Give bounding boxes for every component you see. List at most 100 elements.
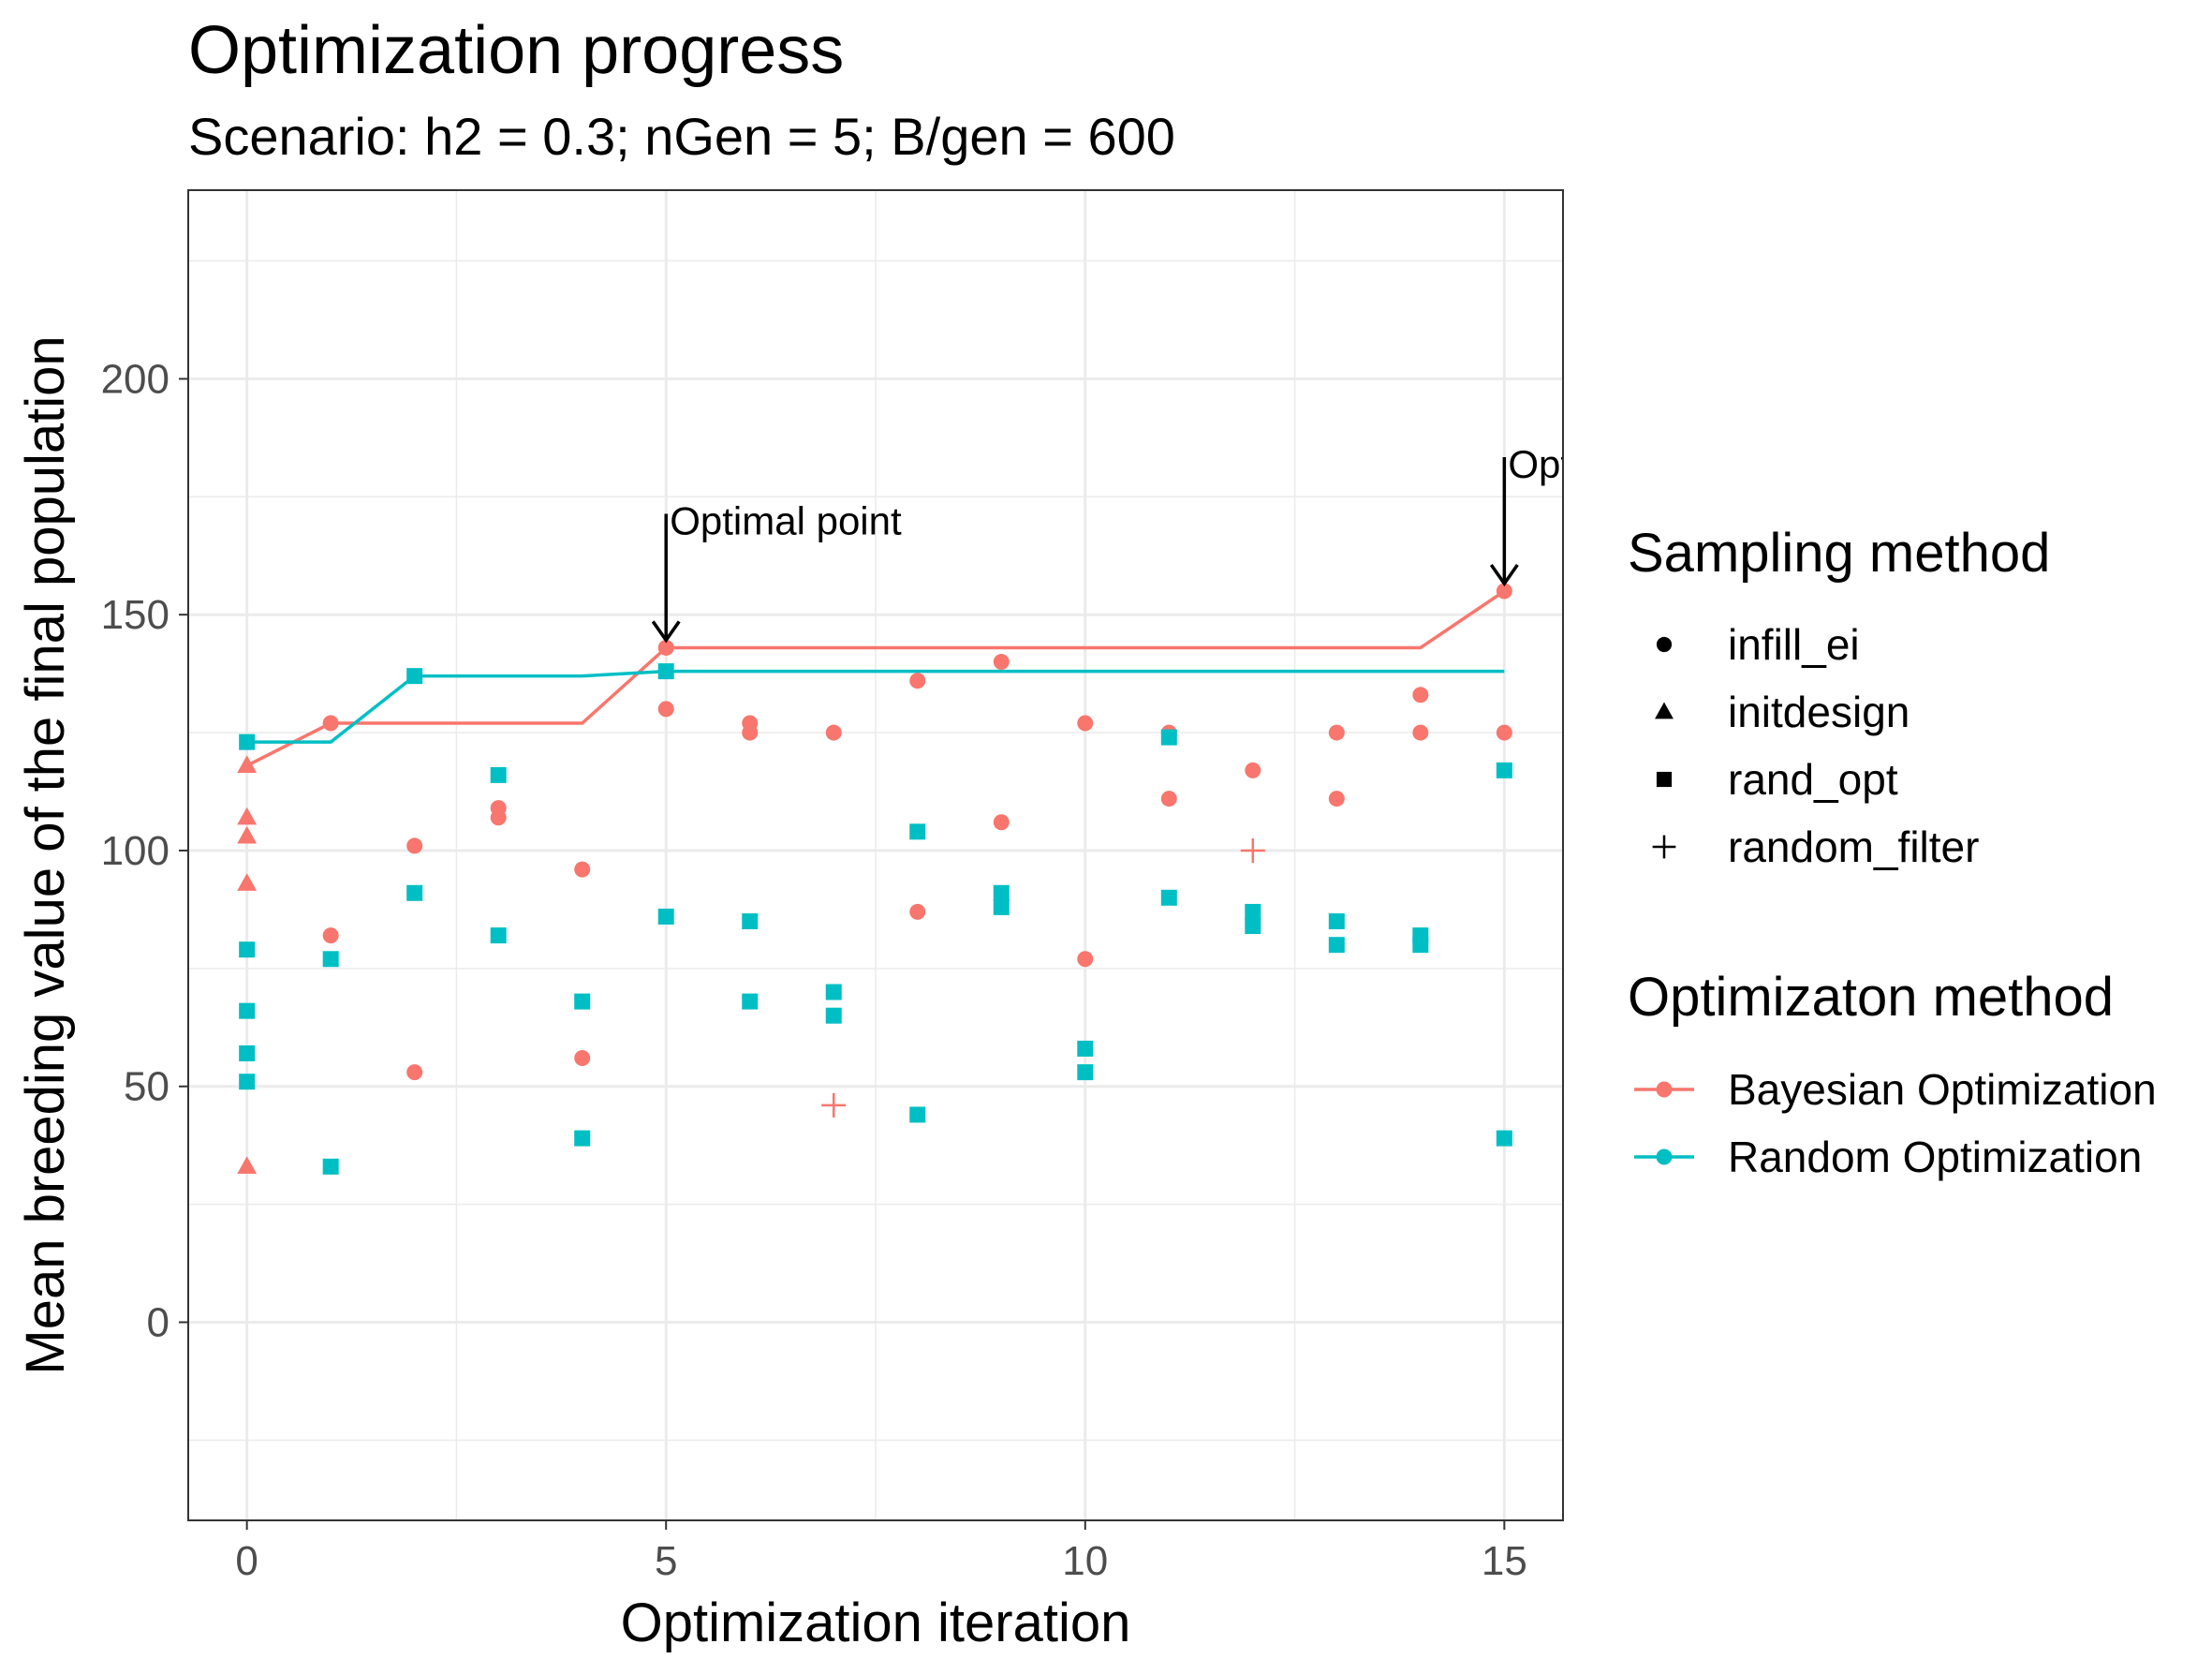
data-point bbox=[1077, 715, 1094, 732]
x-axis-title: Optimization iteration bbox=[621, 1592, 1131, 1653]
data-point bbox=[909, 823, 926, 840]
data-point bbox=[657, 639, 674, 656]
data-point bbox=[1496, 762, 1512, 778]
color-legend-title: Optimizaton method bbox=[1628, 967, 2114, 1028]
y-tick-label: 50 bbox=[124, 1064, 170, 1110]
legend-key-triangle bbox=[1655, 702, 1674, 719]
data-point bbox=[322, 715, 339, 732]
data-point bbox=[1496, 724, 1512, 741]
data-point bbox=[1328, 912, 1345, 929]
legend-key-plus bbox=[1652, 835, 1676, 859]
data-point bbox=[1160, 791, 1177, 807]
data-point bbox=[825, 724, 842, 741]
legend-key-square bbox=[1656, 771, 1673, 788]
data-point bbox=[1412, 937, 1429, 954]
legend-label: Random Optimization bbox=[1728, 1133, 2142, 1181]
y-tick-label: 150 bbox=[101, 592, 170, 638]
plot-panel: Optimal point Opt bbox=[187, 189, 1571, 1521]
data-point bbox=[909, 1106, 926, 1123]
data-point bbox=[1245, 762, 1261, 778]
data-point bbox=[657, 701, 674, 718]
series-lines bbox=[245, 589, 1506, 767]
y-axis: 0 50 100 150 200 bbox=[101, 356, 188, 1346]
x-tick-label: 10 bbox=[1062, 1538, 1108, 1584]
color-legend: Bayesian Optimization Random Optimization bbox=[1634, 1065, 2157, 1181]
grid bbox=[188, 190, 1563, 1520]
data-point bbox=[406, 1064, 423, 1081]
annotation-arrowhead bbox=[651, 620, 681, 644]
data-point bbox=[821, 1092, 847, 1118]
data-point bbox=[406, 884, 423, 901]
data-point bbox=[239, 1044, 256, 1061]
x-tick-label: 15 bbox=[1482, 1538, 1527, 1584]
data-point bbox=[993, 814, 1010, 831]
data-point bbox=[322, 1158, 339, 1175]
legend-key-point bbox=[1656, 1081, 1673, 1098]
data-point bbox=[239, 1002, 256, 1019]
data-point bbox=[574, 1050, 591, 1067]
legend-label: initdesign bbox=[1728, 688, 1910, 736]
data-point bbox=[825, 1007, 842, 1024]
data-point bbox=[490, 766, 507, 783]
data-point bbox=[237, 873, 258, 891]
legend-key-circle bbox=[1656, 636, 1673, 653]
data-point bbox=[239, 1074, 256, 1090]
data-point bbox=[1077, 951, 1094, 968]
shape-legend: infill_ei initdesign rand_opt random_filter bbox=[1652, 620, 1979, 871]
series-points bbox=[237, 583, 1512, 1175]
data-point bbox=[237, 825, 258, 844]
annotation-label: Optimal point bbox=[670, 498, 902, 542]
data-point bbox=[993, 654, 1010, 671]
data-point bbox=[1245, 918, 1261, 935]
chart-title: Optimization progress bbox=[188, 13, 844, 88]
legend-key-point bbox=[1656, 1148, 1673, 1165]
x-tick-label: 0 bbox=[235, 1538, 258, 1584]
data-point bbox=[490, 927, 507, 944]
x-axis: 0 5 10 15 bbox=[235, 1520, 1527, 1584]
annotations: Optimal point Opt bbox=[651, 442, 1571, 644]
legend: Sampling method infill_ei initdesign rand_… bbox=[1628, 523, 2157, 1181]
annotation-label: Opt bbox=[1508, 442, 1571, 486]
data-point bbox=[1412, 687, 1429, 704]
data-point bbox=[237, 755, 258, 774]
series-line bbox=[246, 669, 1505, 744]
data-point bbox=[490, 809, 507, 826]
data-point bbox=[909, 903, 926, 920]
y-tick-label: 100 bbox=[101, 828, 170, 874]
data-point bbox=[239, 733, 256, 750]
data-point bbox=[237, 1156, 258, 1175]
y-tick-label: 200 bbox=[101, 356, 170, 402]
data-point bbox=[1496, 1130, 1512, 1147]
data-point bbox=[742, 912, 759, 929]
shape-legend-title: Sampling method bbox=[1628, 523, 2050, 584]
panel-border bbox=[187, 189, 1564, 1521]
data-point bbox=[1077, 1064, 1094, 1081]
data-point bbox=[1160, 729, 1177, 746]
data-point bbox=[1328, 937, 1345, 954]
data-point bbox=[1496, 583, 1512, 600]
data-point bbox=[322, 951, 339, 968]
y-tick-label: 0 bbox=[147, 1300, 170, 1346]
data-point bbox=[1328, 724, 1345, 741]
data-point bbox=[322, 927, 339, 944]
data-point bbox=[993, 884, 1010, 901]
data-point bbox=[1328, 791, 1345, 807]
data-point bbox=[657, 663, 674, 680]
legend-label: random_filter bbox=[1728, 822, 1979, 871]
data-point bbox=[657, 908, 674, 925]
data-point bbox=[742, 993, 759, 1010]
legend-label: Bayesian Optimization bbox=[1728, 1065, 2157, 1114]
data-point bbox=[1077, 1040, 1094, 1057]
data-point bbox=[1245, 903, 1261, 920]
data-point bbox=[1412, 724, 1429, 741]
y-axis-title: Mean breeding value of the final populat… bbox=[15, 335, 76, 1374]
data-point bbox=[406, 837, 423, 854]
annotation-arrowhead bbox=[1489, 564, 1519, 587]
data-point bbox=[406, 668, 423, 685]
legend-label: infill_ei bbox=[1728, 620, 1860, 669]
data-point bbox=[239, 941, 256, 958]
legend-label: rand_opt bbox=[1728, 755, 1898, 804]
data-point bbox=[825, 984, 842, 1000]
data-point bbox=[237, 807, 258, 825]
series-line bbox=[245, 589, 1506, 767]
